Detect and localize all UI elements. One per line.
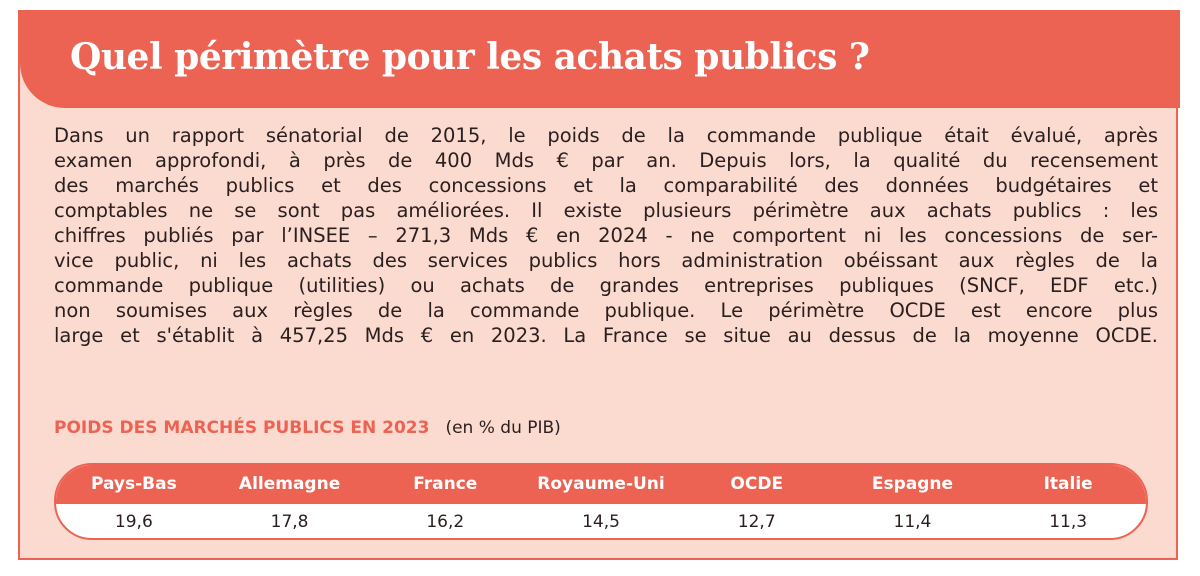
table-heading: POIDS DES MARCHÉS PUBLICS EN 2023 (en % d… bbox=[54, 418, 561, 438]
value-cell: 12,7 bbox=[737, 512, 776, 532]
body-line: large et s'établit à 457,25 Mds € en 202… bbox=[54, 324, 1158, 347]
body-line: examen approfondi, à près de 400 Mds € p… bbox=[54, 149, 1158, 172]
value-cell: 11,4 bbox=[893, 512, 932, 532]
body-line: Dans un rapport sénatorial de 2015, le p… bbox=[54, 124, 1158, 147]
card-header: Quel périmètre pour les achats publics ? bbox=[20, 10, 1180, 108]
body-line: des marchés publics et des concessions e… bbox=[54, 174, 1158, 197]
info-card: Quel périmètre pour les achats publics ?… bbox=[18, 10, 1180, 560]
table-header-row: Pays-Bas Allemagne France Royaume-Uni OC… bbox=[56, 465, 1146, 504]
value-cell: 11,3 bbox=[1049, 512, 1088, 532]
value-cell: 19,6 bbox=[114, 512, 153, 532]
card-title: Quel périmètre pour les achats publics ? bbox=[70, 36, 870, 78]
value-cell: 14,5 bbox=[582, 512, 620, 532]
table-unit: (en % du PIB) bbox=[445, 418, 561, 438]
header-cell: Royaume-Uni bbox=[537, 474, 665, 494]
table-row: 19,6 17,8 16,2 14,5 12,7 11,4 11,3 bbox=[56, 504, 1146, 538]
header-cell: OCDE bbox=[730, 474, 784, 494]
body-paragraph: Dans un rapport sénatorial de 2015, le p… bbox=[54, 123, 1158, 348]
header-cell: Espagne bbox=[871, 474, 954, 494]
table-title: POIDS DES MARCHÉS PUBLICS EN 2023 bbox=[54, 418, 430, 438]
data-table: Pays-Bas Allemagne France Royaume-Uni OC… bbox=[54, 463, 1148, 540]
value-cell: 16,2 bbox=[426, 512, 465, 532]
body-line: non soumises aux règles de la commande p… bbox=[54, 299, 1158, 322]
header-cell: Italie bbox=[1043, 474, 1093, 494]
header-cell: France bbox=[413, 474, 478, 494]
body-line: vice public, ni les achats des services … bbox=[54, 249, 1158, 272]
body-line: comptables ne se sont pas améliorées. Il… bbox=[54, 199, 1158, 222]
value-cell: 17,8 bbox=[270, 512, 309, 532]
header-cell: Pays-Bas bbox=[90, 474, 177, 494]
body-line: chiffres publiés par l’INSEE – 271,3 Mds… bbox=[54, 224, 1158, 247]
header-cell: Allemagne bbox=[238, 474, 341, 494]
body-line: commande publique (utilities) ou achats … bbox=[54, 274, 1158, 297]
